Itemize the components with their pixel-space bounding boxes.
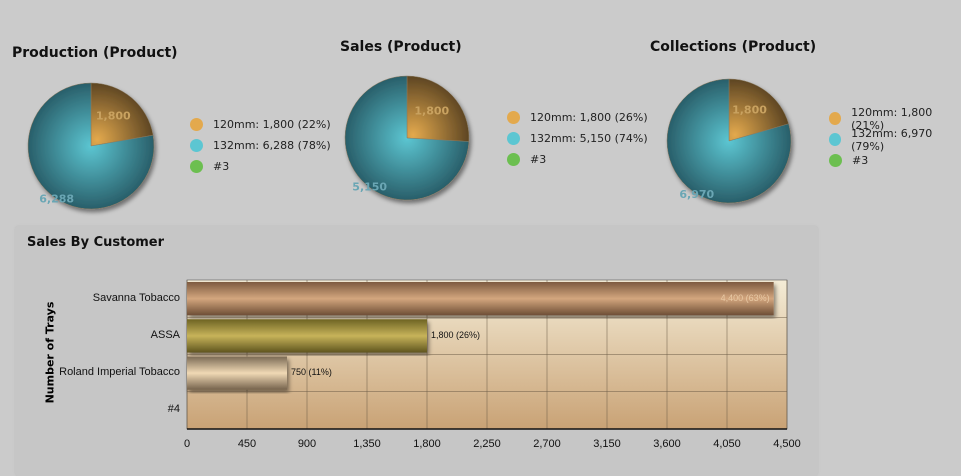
legend-swatch-icon (829, 154, 842, 167)
legend-label: 120mm: 1,800 (22%) (213, 118, 331, 131)
bar-value-label: 750 (11%) (291, 367, 332, 378)
pie-chart (344, 75, 470, 201)
pie-chart (666, 78, 792, 204)
legend-label: 120mm: 1,800 (26%) (530, 111, 648, 124)
pie-legend: 120mm: 1,800 (22%) 132mm: 6,288 (78%) #3 (190, 114, 331, 177)
pie-value-label: 6,970 (679, 188, 714, 201)
legend-item[interactable]: 132mm: 5,150 (74%) (507, 128, 648, 149)
pie-value-label: 1,800 (96, 109, 131, 122)
bar (187, 319, 427, 353)
x-tick-label: 0 (183, 438, 191, 450)
x-tick-label: 3,600 (653, 438, 681, 450)
pie-title: Sales (Product) (340, 39, 462, 55)
legend-label: #3 (530, 153, 547, 166)
pie-slice-132mm (666, 78, 792, 204)
legend-item[interactable]: #3 (507, 149, 648, 170)
category-label: Roland Imperial Tobacco (59, 366, 180, 379)
pie-value-label: 6,288 (39, 192, 74, 205)
pie-title: Production (Product) (12, 45, 178, 61)
legend-item[interactable]: 120mm: 1,800 (21%) (829, 105, 961, 132)
pie-legend: 120mm: 1,800 (21%) 132mm: 6,970 (79%) #3 (829, 105, 961, 171)
category-label: ASSA (150, 328, 180, 341)
pie-slice-132mm (344, 75, 470, 201)
pie-slice-132mm (27, 82, 155, 210)
legend-swatch-icon (190, 160, 203, 173)
bar-value-label: 4,400 (63%) (720, 292, 770, 303)
legend-item[interactable]: #3 (190, 156, 331, 177)
x-tick-label: 450 (237, 438, 257, 450)
legend-label: 120mm: 1,800 (21%) (851, 105, 933, 132)
legend-item[interactable]: 120mm: 1,800 (22%) (190, 114, 331, 135)
bar-chart-title: Sales By Customer (27, 235, 165, 250)
bar (187, 282, 774, 316)
pie-legend: 120mm: 1,800 (26%) 132mm: 5,150 (74%) #3 (507, 107, 648, 170)
pie-slice-120mm (728, 78, 789, 142)
legend-item[interactable]: 132mm: 6,970 (79%) (829, 126, 961, 153)
category-label: #4 (167, 403, 180, 416)
legend-label: #3 (852, 154, 869, 167)
x-tick-label: 2,250 (473, 438, 501, 450)
pie-value-label: 5,150 (352, 181, 387, 194)
x-tick-label: 4,500 (773, 438, 801, 450)
legend-item[interactable]: #3 (829, 150, 961, 171)
category-label: Savanna Tobacco (92, 291, 180, 304)
pie-slice-120mm (90, 82, 154, 147)
legend-swatch-icon (829, 112, 842, 125)
legend-swatch-icon (190, 139, 203, 152)
pie-value-label: 1,800 (414, 105, 449, 118)
pie-chart (27, 82, 155, 210)
legend-swatch-icon (507, 132, 520, 145)
x-tick-label: 1,350 (353, 438, 381, 450)
legend-label: 132mm: 6,970 (79%) (851, 126, 933, 153)
pie-value-label: 1,800 (732, 104, 767, 117)
bar (187, 356, 287, 390)
pie-title: Collections (Product) (650, 39, 817, 55)
x-tick-label: 900 (297, 438, 317, 450)
legend-label: #3 (213, 160, 230, 173)
x-tick-label: 4,050 (713, 438, 741, 450)
x-tick-label: 3,150 (593, 438, 621, 450)
bar-value-label: 1,800 (26%) (431, 329, 481, 340)
x-tick-label: 2,700 (533, 438, 561, 450)
legend-label: 132mm: 5,150 (74%) (530, 132, 648, 145)
legend-swatch-icon (507, 111, 520, 124)
legend-item[interactable]: 132mm: 6,288 (78%) (190, 135, 331, 156)
pie-slice-120mm (406, 75, 470, 142)
legend-swatch-icon (829, 133, 842, 146)
legend-swatch-icon (190, 118, 203, 131)
legend-label: 132mm: 6,288 (78%) (213, 139, 331, 152)
legend-item[interactable]: 120mm: 1,800 (26%) (507, 107, 648, 128)
x-tick-label: 1,800 (413, 438, 441, 450)
legend-swatch-icon (507, 153, 520, 166)
